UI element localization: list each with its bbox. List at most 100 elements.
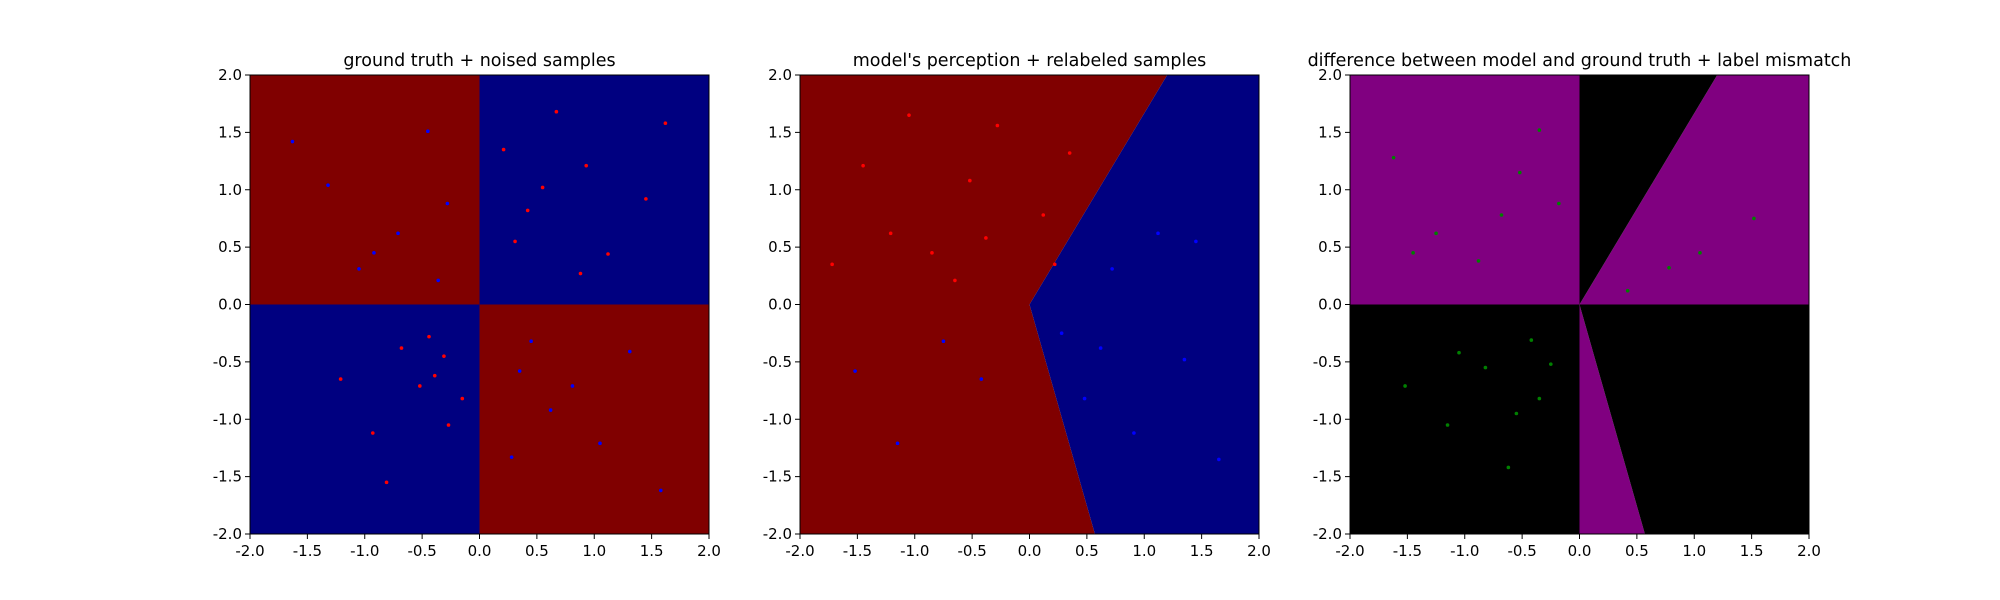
subplot-3: -2.0 -1.5 -1.0 -0.5 0.0 0.5 1.0 1.5 2.0 -2.0 -1.5 -…	[1308, 51, 1852, 560]
sample-point	[995, 123, 1000, 128]
x-tick-label: -0.5	[407, 542, 436, 560]
y-tick-label: -2.0	[213, 525, 242, 543]
sample-point	[953, 278, 957, 283]
sample-point	[930, 251, 934, 255]
sample-point	[984, 236, 988, 240]
sample-point	[1067, 151, 1072, 155]
sample-point	[326, 183, 330, 187]
y-tick-label: 1.0	[768, 181, 792, 199]
sample-point	[606, 252, 610, 256]
y-tick-label: -1.0	[1313, 410, 1342, 428]
y-tick-label: -2.0	[1313, 525, 1342, 543]
x-tick-label: -2.0	[1335, 542, 1364, 560]
sample-point	[1411, 251, 1415, 255]
sample-point	[1506, 465, 1511, 470]
sample-point	[1052, 262, 1057, 267]
sample-point	[338, 377, 343, 381]
y-tick-label: -1.5	[213, 468, 242, 486]
sample-point	[399, 346, 404, 350]
sample-point	[460, 396, 465, 401]
x-tick-label: 0.5	[1075, 542, 1099, 560]
decision-region	[1579, 75, 1809, 305]
x-tick-label: 1.5	[1740, 542, 1764, 560]
x-tick-label: -1.0	[1450, 542, 1479, 560]
sample-point	[1098, 346, 1103, 350]
sample-point	[1194, 239, 1198, 244]
sample-point	[418, 384, 422, 388]
sample-point	[436, 278, 440, 283]
plot-area	[800, 75, 1259, 534]
sample-point	[426, 129, 430, 134]
x-tick-label: 0.0	[1568, 542, 1592, 560]
decision-region	[1350, 75, 1580, 305]
y-tick-label: 0.5	[218, 238, 242, 256]
x-tick-label: 0.5	[1625, 542, 1649, 560]
y-tick-label: 1.0	[1318, 181, 1342, 199]
sample-point	[1483, 365, 1488, 370]
subplot-2: -2.0 -1.5 -1.0 -0.5 0.0 0.5 1.0 1.5 2.0 -2.0 -1.5 -…	[763, 51, 1271, 560]
x-tick-label: 1.5	[1190, 542, 1214, 560]
sample-point	[1549, 362, 1553, 366]
x-tick-label: 2.0	[697, 542, 721, 560]
x-tick-label: 2.0	[1797, 542, 1821, 560]
y-tick-label: -2.0	[763, 525, 792, 543]
x-tick-label: 1.0	[582, 542, 606, 560]
sample-point	[1403, 384, 1407, 388]
y-tick-label: 1.5	[768, 123, 792, 141]
sample-point	[548, 408, 553, 412]
decision-region	[479, 75, 709, 305]
sample-point	[1082, 396, 1087, 401]
y-tick-label: 1.5	[218, 123, 242, 141]
decision-region	[1029, 75, 1259, 534]
sample-point	[442, 354, 446, 358]
sample-point	[570, 384, 575, 388]
sample-point	[1059, 331, 1064, 335]
y-tick-label: 0.5	[768, 238, 792, 256]
y-tick-label: -0.5	[213, 353, 242, 371]
plot-area	[250, 75, 709, 534]
sample-point	[1434, 231, 1438, 236]
sample-point	[628, 349, 632, 354]
decision-region	[1579, 304, 1645, 534]
sample-point	[445, 201, 450, 206]
sample-point	[1041, 213, 1046, 217]
x-tick-label: 1.0	[1682, 542, 1706, 560]
sample-point	[529, 339, 533, 344]
y-tick-label: 2.0	[1318, 66, 1342, 84]
sample-point	[1156, 231, 1160, 236]
sample-point	[853, 369, 857, 373]
sample-point	[509, 455, 514, 459]
sample-point	[517, 369, 522, 373]
sample-point	[941, 339, 946, 344]
decision-region	[1579, 75, 1718, 305]
sample-point	[861, 163, 865, 168]
y-tick-label: 0.0	[218, 296, 242, 314]
sample-point	[1537, 396, 1542, 401]
sample-point	[663, 121, 668, 125]
sample-point	[1514, 411, 1519, 416]
sample-point	[598, 441, 602, 446]
x-tick-label: -1.0	[900, 542, 929, 560]
x-tick-label: -1.5	[293, 542, 322, 560]
sample-point	[1752, 216, 1756, 221]
x-tick-label: -0.5	[1507, 542, 1536, 560]
sample-point	[427, 334, 431, 339]
sample-point	[1698, 251, 1702, 255]
sample-point	[525, 208, 530, 213]
y-tick-label: 1.0	[218, 181, 242, 199]
subplot-title: difference between model and ground trut…	[1308, 51, 1852, 71]
sample-point	[501, 147, 506, 152]
sample-point	[895, 441, 900, 446]
y-tick-label: -1.5	[763, 468, 792, 486]
x-tick-label: 0.5	[525, 542, 549, 560]
sample-point	[554, 109, 559, 114]
sample-point	[1391, 155, 1396, 160]
sample-point	[290, 139, 295, 144]
x-tick-label: 2.0	[1247, 542, 1271, 560]
sample-point	[968, 178, 972, 183]
y-tick-label: -1.5	[1313, 468, 1342, 486]
sample-point	[584, 163, 589, 168]
y-tick-label: 2.0	[768, 66, 792, 84]
sample-point	[888, 231, 893, 236]
